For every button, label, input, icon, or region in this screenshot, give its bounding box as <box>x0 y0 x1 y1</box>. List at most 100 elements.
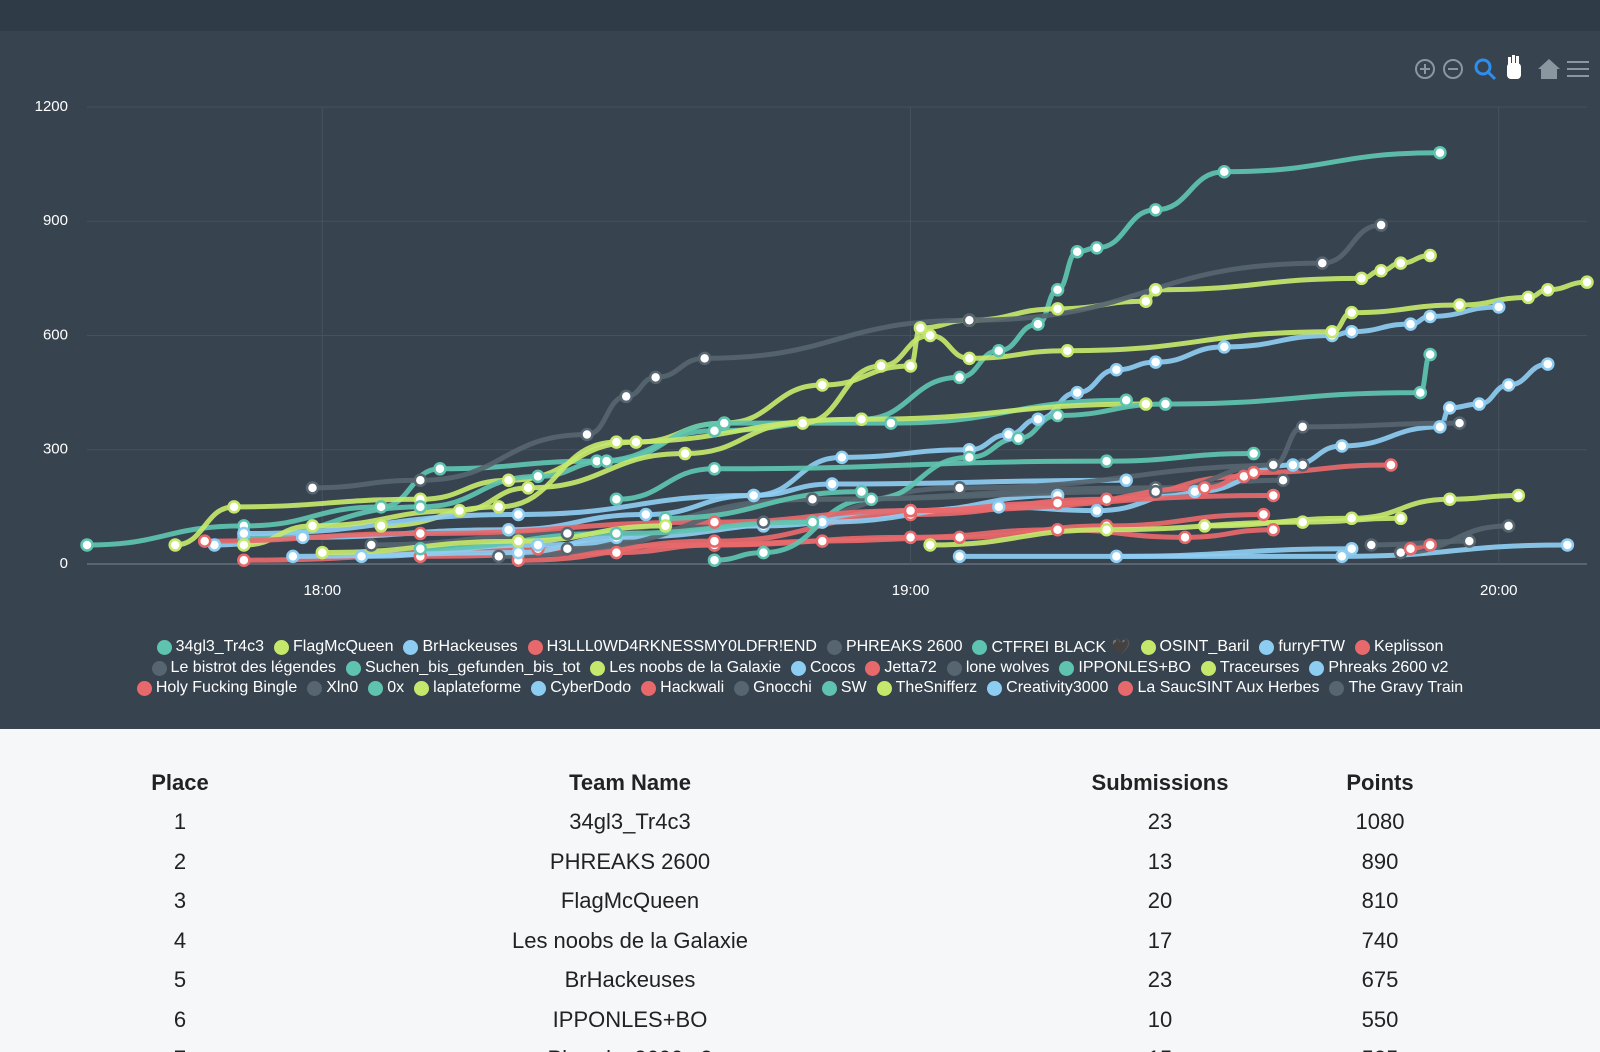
legend-item[interactable]: laplateforme <box>414 679 521 697</box>
data-point <box>1090 503 1104 518</box>
legend-label: PHREAKS 2600 <box>845 638 963 655</box>
legend-swatch <box>790 660 806 676</box>
data-point <box>962 313 977 328</box>
data-point <box>1541 283 1555 297</box>
legend-swatch <box>414 680 430 696</box>
data-point <box>903 359 918 373</box>
menu-button[interactable] <box>1567 61 1589 77</box>
table-cell: 7 <box>90 1040 270 1052</box>
table-row: 7Phreaks 2600 v215525 <box>90 1040 1430 1052</box>
data-point <box>707 515 722 529</box>
data-point <box>452 503 467 518</box>
data-point <box>707 534 722 548</box>
y-tick-label: 1200 <box>35 98 68 115</box>
data-point <box>492 549 506 564</box>
data-point <box>1070 244 1084 259</box>
table-cell: 740 <box>1361 927 1399 953</box>
legend-item[interactable]: Traceurses <box>1200 659 1299 677</box>
table-cell: 2 <box>173 848 187 874</box>
chart-panel: 0 300 600 900 1200 18:00 19:00 20:00 34gl3_Tr4c… <box>0 31 1600 729</box>
legend-swatch <box>1259 639 1275 655</box>
legend-item[interactable]: Phreaks 2600 v2 <box>1309 659 1448 677</box>
data-point <box>1109 549 1124 564</box>
series-line <box>241 397 1129 540</box>
legend-item[interactable]: Xln0 <box>307 679 358 697</box>
legend-item[interactable]: FlagMcQueen <box>273 637 393 657</box>
scoreboard: Place Team Name Submissions Points 1 34gl3_T… <box>0 729 1600 1052</box>
pan-button[interactable] <box>1507 55 1521 79</box>
legend-label: CyberDodo <box>550 679 632 696</box>
legend-item[interactable]: BrHackeuses <box>403 637 518 657</box>
data-point <box>580 427 594 442</box>
series-line <box>613 451 1257 502</box>
data-point <box>903 503 918 518</box>
legend-label: Hackwali <box>660 679 725 696</box>
x-tick-label: 20:00 <box>1480 582 1518 599</box>
legend-item[interactable]: Suchen_bis_gefunden_bis_tot <box>346 659 580 677</box>
zoom-button[interactable] <box>1474 58 1497 81</box>
series-line <box>1113 546 1355 559</box>
legend-item[interactable]: La SaucSINT Aux Herbes <box>1118 679 1319 697</box>
legend-item[interactable]: The Gravy Train <box>1329 679 1463 697</box>
data-point <box>1099 522 1114 537</box>
data-point <box>237 538 251 552</box>
data-point <box>825 477 839 491</box>
legend-item[interactable]: 0x <box>368 679 404 697</box>
legend-item[interactable]: PHREAKS 2600 <box>826 637 963 657</box>
zoom-in-button[interactable] <box>1415 59 1435 79</box>
legend-item[interactable]: SW <box>821 679 867 697</box>
legend-swatch <box>531 680 547 696</box>
data-point <box>315 545 330 560</box>
legend-item[interactable]: Hackwali <box>641 679 724 697</box>
legend-label: Holy Fucking Bingle <box>155 679 298 696</box>
data-point <box>854 484 869 499</box>
legend-label: 0x <box>387 679 405 696</box>
legend-item[interactable]: Gnocchi <box>734 679 812 697</box>
legend-item[interactable]: Jetta72 <box>865 659 937 677</box>
legend-item[interactable]: 34gl3_Tr4c3 <box>156 637 264 657</box>
data-point <box>952 370 967 385</box>
table-row: 6 IPPONLES+BO 10 550 <box>90 1000 1430 1040</box>
legend-item[interactable]: Cocos <box>790 659 855 677</box>
legend-item[interactable]: furryFTW <box>1259 637 1345 657</box>
legend-item[interactable]: Keplisson <box>1354 637 1443 657</box>
data-point <box>1050 496 1065 510</box>
data-point <box>707 423 722 438</box>
legend-item[interactable]: TheSnifferz <box>876 679 977 697</box>
legend-swatch <box>151 660 167 676</box>
legend-item[interactable]: lone wolves <box>946 659 1049 677</box>
legend-item[interactable]: OSINT_Baril <box>1140 637 1249 657</box>
data-point <box>1403 542 1418 556</box>
legend-swatch <box>641 680 657 696</box>
legend-item[interactable]: H3LLL0WD4RKNESSMY0LDFR!END <box>527 637 817 657</box>
legend-label: furryFTW <box>1278 638 1345 655</box>
data-point <box>1266 488 1281 503</box>
legend-swatch <box>156 639 172 655</box>
data-point <box>531 538 545 552</box>
legend-swatch <box>1118 680 1134 696</box>
table-cell: 675 <box>1361 967 1399 993</box>
legend-swatch <box>1354 639 1370 655</box>
legend-item[interactable]: Le bistrot des légendes <box>151 659 336 677</box>
home-button[interactable] <box>1538 59 1560 79</box>
zoom-out-button[interactable] <box>1443 59 1463 79</box>
legend-swatch <box>1140 639 1156 655</box>
data-point <box>1541 357 1555 371</box>
legend-item[interactable]: Les noobs de la Galaxie <box>590 659 781 677</box>
legend-item[interactable]: CyberDodo <box>531 679 631 697</box>
data-point <box>864 492 879 507</box>
legend-label: IPPONLES+BO <box>1078 659 1191 676</box>
table-cell: 1080 <box>1355 809 1405 835</box>
legend-item[interactable]: CTFREI BLACK 🖤 <box>972 637 1131 657</box>
data-point <box>1452 416 1467 430</box>
legend-item[interactable]: Holy Fucking Bingle <box>136 679 298 697</box>
legend-item[interactable]: Creativity3000 <box>987 679 1108 697</box>
data-point <box>1031 412 1045 427</box>
legend-item[interactable]: IPPONLES+BO <box>1059 659 1191 677</box>
legend-label: Le bistrot des légendes <box>170 659 336 676</box>
data-point <box>1442 492 1457 507</box>
legend-label: Creativity3000 <box>1006 679 1109 696</box>
data-point <box>1197 519 1212 533</box>
data-point <box>1266 458 1281 472</box>
